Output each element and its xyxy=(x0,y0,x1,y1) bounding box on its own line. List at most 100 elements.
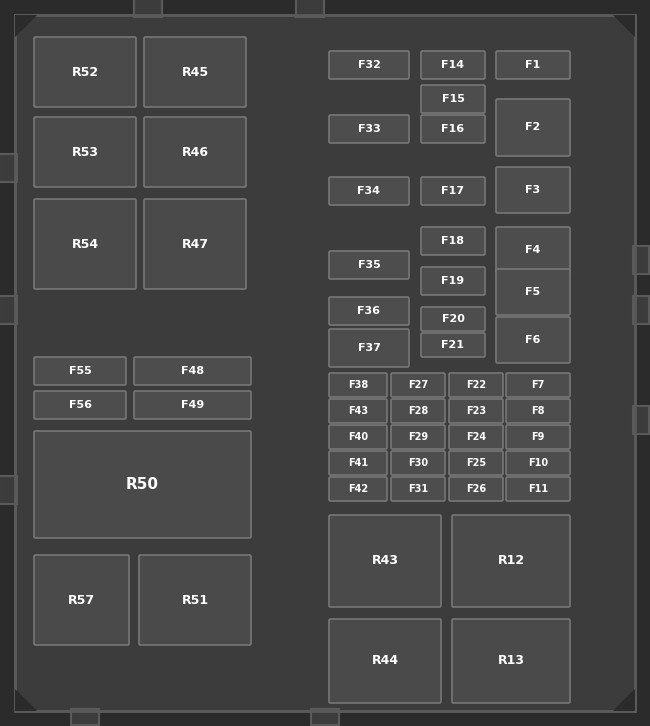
FancyBboxPatch shape xyxy=(506,477,570,501)
FancyBboxPatch shape xyxy=(496,167,570,213)
Text: F49: F49 xyxy=(181,400,204,410)
Text: R57: R57 xyxy=(68,593,95,606)
Text: F32: F32 xyxy=(358,60,380,70)
Text: F37: F37 xyxy=(358,343,380,353)
FancyBboxPatch shape xyxy=(329,115,409,143)
Text: F21: F21 xyxy=(441,340,465,350)
Text: F19: F19 xyxy=(441,276,465,286)
Polygon shape xyxy=(613,689,635,711)
Text: F27: F27 xyxy=(408,380,428,390)
FancyBboxPatch shape xyxy=(329,477,387,501)
Text: R54: R54 xyxy=(72,237,99,250)
FancyBboxPatch shape xyxy=(134,391,251,419)
Text: R50: R50 xyxy=(126,477,159,492)
Text: F17: F17 xyxy=(441,186,465,196)
Text: R45: R45 xyxy=(181,65,209,78)
Text: F7: F7 xyxy=(531,380,545,390)
FancyBboxPatch shape xyxy=(34,555,129,645)
FancyBboxPatch shape xyxy=(421,307,485,331)
Text: R13: R13 xyxy=(497,655,525,667)
FancyBboxPatch shape xyxy=(496,227,570,273)
Text: F41: F41 xyxy=(348,458,368,468)
FancyBboxPatch shape xyxy=(391,425,445,449)
Polygon shape xyxy=(15,15,37,37)
Text: F2: F2 xyxy=(525,123,541,133)
FancyBboxPatch shape xyxy=(506,451,570,475)
FancyBboxPatch shape xyxy=(496,99,570,156)
FancyBboxPatch shape xyxy=(421,177,485,205)
Text: F55: F55 xyxy=(69,366,92,376)
Text: F40: F40 xyxy=(348,432,368,442)
FancyBboxPatch shape xyxy=(496,269,570,315)
FancyBboxPatch shape xyxy=(421,115,485,143)
Text: F28: F28 xyxy=(408,406,428,416)
FancyBboxPatch shape xyxy=(329,297,409,325)
FancyBboxPatch shape xyxy=(329,373,387,397)
FancyBboxPatch shape xyxy=(421,333,485,357)
Bar xyxy=(633,246,649,274)
FancyBboxPatch shape xyxy=(506,399,570,423)
Text: R53: R53 xyxy=(72,145,99,158)
FancyBboxPatch shape xyxy=(34,199,136,289)
FancyBboxPatch shape xyxy=(34,431,251,538)
FancyBboxPatch shape xyxy=(329,329,409,367)
FancyBboxPatch shape xyxy=(144,199,246,289)
FancyBboxPatch shape xyxy=(34,391,126,419)
Bar xyxy=(296,0,324,17)
Bar xyxy=(71,709,99,725)
FancyBboxPatch shape xyxy=(421,85,485,113)
FancyBboxPatch shape xyxy=(452,619,570,703)
Text: F29: F29 xyxy=(408,432,428,442)
FancyBboxPatch shape xyxy=(506,373,570,397)
FancyBboxPatch shape xyxy=(421,267,485,295)
Text: F3: F3 xyxy=(525,185,541,195)
Text: R12: R12 xyxy=(497,555,525,568)
Text: F9: F9 xyxy=(531,432,545,442)
Polygon shape xyxy=(15,689,37,711)
Text: R44: R44 xyxy=(371,655,398,667)
Bar xyxy=(134,0,162,17)
Text: F14: F14 xyxy=(441,60,465,70)
Text: F35: F35 xyxy=(358,260,380,270)
FancyBboxPatch shape xyxy=(496,51,570,79)
Text: F36: F36 xyxy=(358,306,380,316)
FancyBboxPatch shape xyxy=(34,117,136,187)
FancyBboxPatch shape xyxy=(139,555,251,645)
FancyBboxPatch shape xyxy=(391,451,445,475)
FancyBboxPatch shape xyxy=(391,399,445,423)
Polygon shape xyxy=(15,15,37,37)
Text: R52: R52 xyxy=(72,65,99,78)
FancyBboxPatch shape xyxy=(144,117,246,187)
FancyBboxPatch shape xyxy=(34,357,126,385)
FancyBboxPatch shape xyxy=(329,451,387,475)
Text: F23: F23 xyxy=(466,406,486,416)
Text: R51: R51 xyxy=(181,593,209,606)
FancyBboxPatch shape xyxy=(144,37,246,107)
FancyBboxPatch shape xyxy=(34,37,136,107)
Text: F43: F43 xyxy=(348,406,368,416)
Bar xyxy=(0,476,17,504)
Text: F4: F4 xyxy=(525,245,541,255)
Bar xyxy=(311,709,339,725)
Text: F25: F25 xyxy=(466,458,486,468)
FancyBboxPatch shape xyxy=(391,477,445,501)
Polygon shape xyxy=(613,689,635,711)
FancyBboxPatch shape xyxy=(449,451,503,475)
FancyBboxPatch shape xyxy=(449,373,503,397)
Bar xyxy=(0,154,17,182)
FancyBboxPatch shape xyxy=(496,317,570,363)
Text: F56: F56 xyxy=(68,400,92,410)
Text: F6: F6 xyxy=(525,335,541,345)
Text: F18: F18 xyxy=(441,236,465,246)
Text: F8: F8 xyxy=(531,406,545,416)
Bar xyxy=(0,296,17,324)
Bar xyxy=(633,406,649,434)
FancyBboxPatch shape xyxy=(506,425,570,449)
FancyBboxPatch shape xyxy=(329,515,441,607)
FancyBboxPatch shape xyxy=(329,177,409,205)
FancyBboxPatch shape xyxy=(421,51,485,79)
FancyBboxPatch shape xyxy=(329,251,409,279)
Polygon shape xyxy=(613,15,635,37)
FancyBboxPatch shape xyxy=(391,373,445,397)
Text: R43: R43 xyxy=(372,555,398,568)
